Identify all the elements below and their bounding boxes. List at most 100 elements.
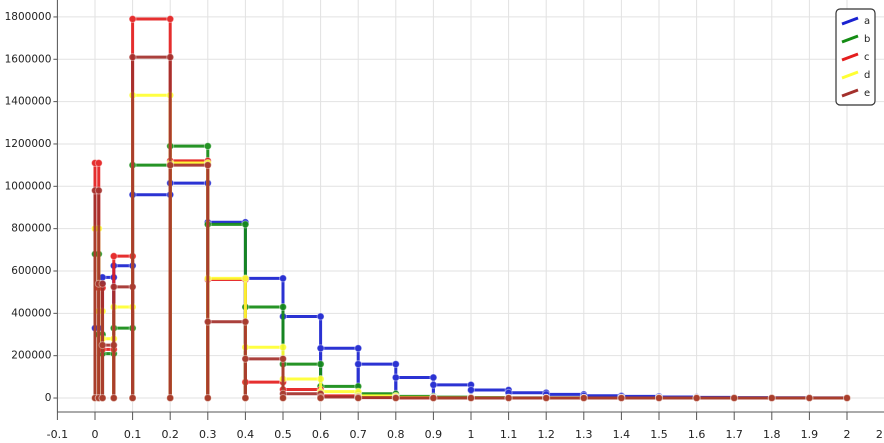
legend-label: d: [864, 70, 870, 81]
marker: [391, 373, 400, 382]
marker: [279, 274, 287, 283]
y-tick-label: 1800000: [5, 11, 52, 23]
x-tick-label: 0.2: [161, 428, 179, 441]
marker: [316, 394, 325, 403]
marker: [109, 252, 118, 261]
x-tick-label: 0.6: [312, 428, 330, 441]
y-tick-label: 0: [45, 392, 52, 404]
marker: [94, 186, 103, 195]
marker: [241, 354, 250, 363]
x-tick-label: 0.7: [349, 428, 367, 441]
marker: [805, 394, 814, 403]
legend-box: [835, 8, 876, 106]
marker: [279, 354, 287, 363]
x-tick-label: 1.1: [500, 428, 518, 441]
marker: [655, 394, 663, 403]
x-tick-label: 2: [844, 428, 851, 441]
legend-swatch: [841, 52, 859, 62]
legend-swatch: [841, 34, 859, 44]
legend-label: c: [864, 52, 870, 63]
marker: [203, 317, 212, 326]
x-tick-label: 1.7: [725, 428, 743, 441]
x-tick-label: -0.1: [47, 428, 68, 441]
x-tick-label: 0.5: [274, 428, 292, 441]
legend-swatch: [841, 16, 859, 26]
marker: [316, 344, 325, 353]
marker: [467, 394, 475, 403]
marker: [94, 159, 103, 168]
marker: [391, 394, 400, 403]
x-tick-label: 1.3: [575, 428, 593, 441]
bar: [168, 163, 210, 399]
marker: [316, 374, 325, 383]
marker: [98, 394, 107, 403]
x-tick-label: 1: [468, 428, 475, 441]
legend-swatch: [841, 88, 859, 98]
marker: [241, 317, 250, 326]
x-tick-label: 1.6: [688, 428, 706, 441]
series: [91, 53, 851, 403]
marker: [203, 142, 212, 151]
x-tick-label: 1.2: [537, 428, 555, 441]
marker: [767, 394, 776, 403]
x-tick-label: 1.9: [801, 428, 819, 441]
legend-swatch: [841, 70, 859, 80]
marker: [128, 15, 137, 24]
x-tick-label: 1.5: [650, 428, 668, 441]
marker: [617, 394, 626, 403]
y-tick-label: 800000: [11, 223, 51, 235]
legend-label: e: [864, 88, 870, 99]
marker: [730, 394, 739, 403]
marker: [279, 343, 287, 352]
marker: [316, 360, 325, 369]
marker: [354, 344, 363, 353]
y-tick-label: 200000: [11, 350, 51, 362]
x-tick-label: 0.3: [199, 428, 217, 441]
marker: [203, 394, 212, 403]
marker: [241, 274, 250, 283]
marker: [279, 302, 287, 311]
marker: [166, 394, 175, 403]
y-tick-label: 1000000: [5, 180, 52, 192]
bar: [243, 357, 285, 399]
y-tick-label: 600000: [11, 265, 51, 277]
marker: [109, 394, 118, 403]
x-tick-label: 0.9: [425, 428, 443, 441]
marker: [128, 53, 137, 62]
marker: [203, 161, 212, 170]
marker: [504, 394, 513, 403]
marker: [429, 373, 438, 382]
bar: [319, 395, 360, 399]
x-tick-label: 0.8: [387, 428, 405, 441]
marker: [429, 380, 438, 389]
marker: [391, 360, 400, 369]
x-tick-label: 0: [92, 428, 99, 441]
legend-label: a: [864, 16, 870, 27]
marker: [166, 15, 175, 24]
marker: [166, 53, 175, 62]
marker: [241, 220, 250, 229]
x-tick-label: 2.1: [876, 428, 884, 441]
marker: [354, 360, 363, 369]
x-tick-label: 0.1: [124, 428, 142, 441]
y-tick-label: 1200000: [5, 138, 52, 150]
marker: [542, 394, 551, 403]
marker: [128, 394, 137, 403]
y-tick-label: 1400000: [5, 96, 52, 108]
marker: [241, 394, 250, 403]
marker: [316, 312, 325, 321]
marker: [166, 161, 175, 170]
marker: [98, 279, 107, 288]
marker: [692, 394, 701, 403]
marker: [109, 282, 118, 291]
marker: [354, 394, 363, 403]
marker: [429, 394, 438, 403]
x-tick-label: 1.8: [763, 428, 781, 441]
y-tick-label: 400000: [11, 307, 51, 319]
marker: [843, 394, 851, 403]
marker: [467, 385, 475, 394]
x-tick-label: 0.4: [237, 428, 255, 441]
marker: [279, 394, 287, 403]
